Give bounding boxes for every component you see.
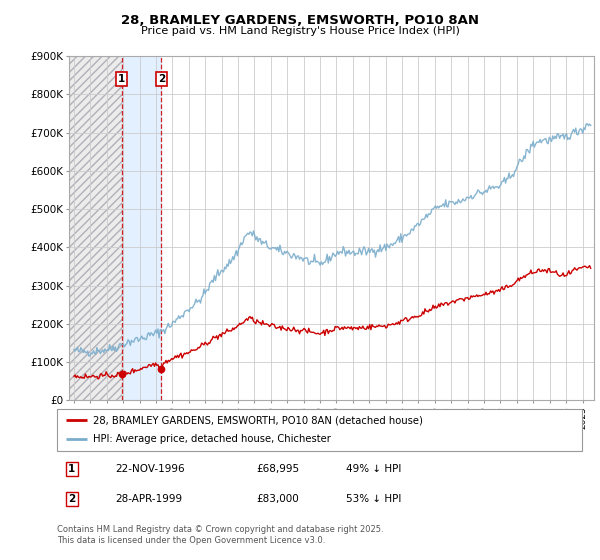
- Text: HPI: Average price, detached house, Chichester: HPI: Average price, detached house, Chic…: [93, 435, 331, 445]
- Bar: [69, 56, 122, 400]
- Text: Price paid vs. HM Land Registry's House Price Index (HPI): Price paid vs. HM Land Registry's House …: [140, 26, 460, 36]
- Text: £83,000: £83,000: [257, 494, 299, 504]
- Text: 1: 1: [118, 74, 125, 84]
- Bar: [69, 56, 122, 400]
- Text: 2: 2: [68, 494, 76, 504]
- Text: 28, BRAMLEY GARDENS, EMSWORTH, PO10 8AN: 28, BRAMLEY GARDENS, EMSWORTH, PO10 8AN: [121, 14, 479, 27]
- Text: 28, BRAMLEY GARDENS, EMSWORTH, PO10 8AN (detached house): 28, BRAMLEY GARDENS, EMSWORTH, PO10 8AN …: [93, 415, 422, 425]
- Text: Contains HM Land Registry data © Crown copyright and database right 2025.
This d: Contains HM Land Registry data © Crown c…: [57, 525, 383, 545]
- FancyBboxPatch shape: [57, 409, 582, 451]
- Bar: [121, 56, 161, 400]
- Text: £68,995: £68,995: [257, 464, 299, 474]
- Text: 28-APR-1999: 28-APR-1999: [115, 494, 182, 504]
- Text: 53% ↓ HPI: 53% ↓ HPI: [346, 494, 401, 504]
- Text: 1: 1: [68, 464, 76, 474]
- Text: 49% ↓ HPI: 49% ↓ HPI: [346, 464, 401, 474]
- Text: 2: 2: [158, 74, 165, 84]
- Text: 22-NOV-1996: 22-NOV-1996: [115, 464, 184, 474]
